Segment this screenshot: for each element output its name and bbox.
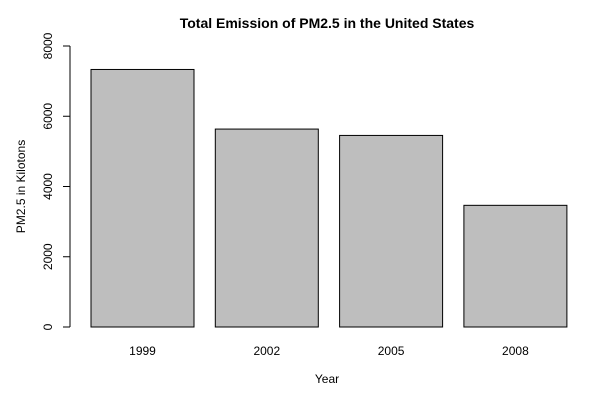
bars — [90, 68, 568, 328]
x-tick-labels: 1999 2002 2005 2008 — [129, 344, 529, 358]
y-tick-label: 0 — [41, 323, 55, 330]
x-tick-label: 2005 — [378, 344, 405, 358]
y-tick-label: 6000 — [41, 103, 55, 130]
x-tick-label: 2008 — [502, 344, 529, 358]
bar-2008 — [463, 204, 568, 328]
y-axis: 0 2000 4000 6000 8000 — [41, 32, 71, 330]
y-tick-label: 4000 — [41, 173, 55, 200]
x-tick-label: 2002 — [253, 344, 280, 358]
x-tick-label: 1999 — [129, 344, 156, 358]
bar-2002 — [214, 128, 319, 328]
bar-1999 — [90, 68, 195, 328]
x-axis-label: Year — [315, 372, 339, 386]
chart-title: Total Emission of PM2.5 in the United St… — [180, 15, 475, 31]
y-axis-label: PM2.5 in Kilotons — [14, 140, 28, 233]
bar-2005 — [339, 134, 444, 328]
y-tick-label: 8000 — [41, 32, 55, 59]
y-tick-label: 2000 — [41, 243, 55, 270]
